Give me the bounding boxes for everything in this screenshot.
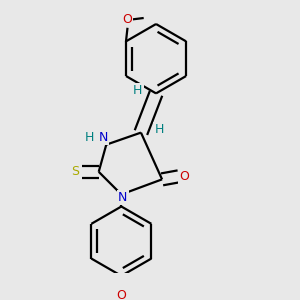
Text: O: O (123, 13, 132, 26)
Text: S: S (71, 165, 79, 178)
Text: O: O (116, 289, 126, 300)
Text: H: H (133, 84, 142, 97)
Text: N: N (99, 130, 108, 144)
Text: H: H (154, 123, 164, 136)
Text: O: O (179, 170, 189, 183)
Text: N: N (118, 191, 128, 204)
Text: H: H (85, 130, 94, 144)
